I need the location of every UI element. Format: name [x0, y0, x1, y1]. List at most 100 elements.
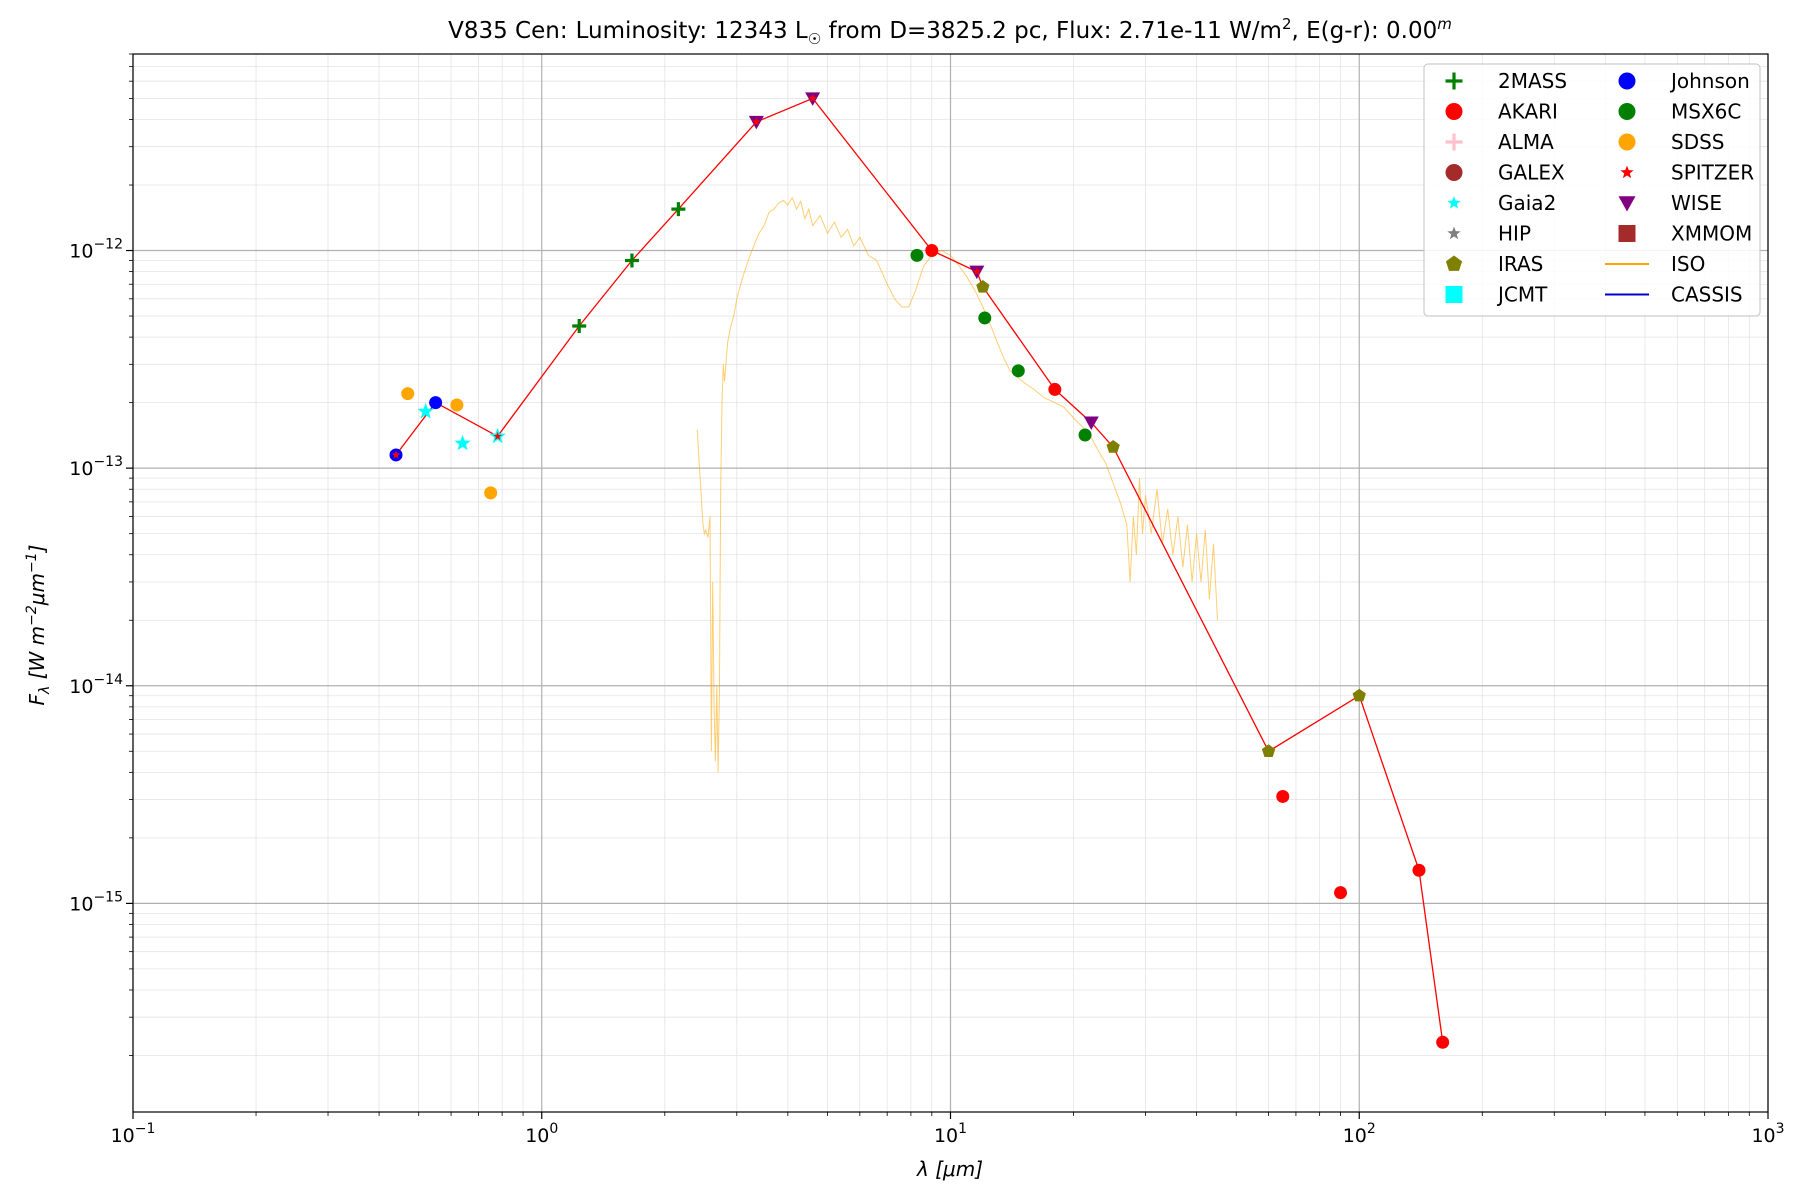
legend-entry-alma: ALMA: [1445, 130, 1554, 154]
marker-iras: [976, 279, 990, 293]
x-tick-exponent: 3: [1776, 1121, 1785, 1137]
marker-akari: [1436, 1035, 1450, 1049]
y-tick-base: 10: [69, 241, 93, 263]
legend-marker-swatch: [1445, 72, 1463, 90]
x-tick-exponent: −1: [135, 1121, 156, 1137]
x-tick-base: 10: [1751, 1125, 1775, 1147]
legend-label: 2MASS: [1498, 69, 1567, 93]
x-axis-lambda: λ: [916, 1157, 935, 1181]
legend-box: [1423, 63, 1761, 317]
y-axis-exp-1: −2: [24, 605, 40, 626]
y-axis-unit-1: [W m: [25, 626, 49, 686]
y-tick-label: 10−13: [69, 454, 123, 480]
legend-label: ISO: [1671, 252, 1705, 276]
marker-spitzer: [391, 450, 401, 459]
marker-wise: [1083, 416, 1099, 431]
x-tick-base: 10: [525, 1125, 549, 1147]
x-tick-label: 100: [525, 1121, 558, 1147]
x-tick-exponent: 1: [958, 1121, 967, 1137]
legend-marker-swatch: [1618, 72, 1636, 90]
data-markers: [389, 92, 1450, 1049]
legend-label: MSX6C: [1671, 100, 1741, 124]
legend-entry-cassis: CASSIS: [1605, 283, 1743, 307]
legend-label: IRAS: [1498, 252, 1543, 276]
minor-gridlines: [133, 53, 1768, 1112]
y-axis-exp-2: −1: [24, 552, 40, 573]
sed-connecting-line: [395, 97, 1444, 1043]
legend-label: JCMT: [1496, 283, 1548, 307]
title-star: V835 Cen:: [448, 18, 567, 44]
legend-entry-msx6c: MSX6C: [1618, 100, 1741, 124]
legend-entry-2mass: 2MASS: [1445, 69, 1567, 93]
marker-2mass: [572, 318, 587, 333]
legend-marker-swatch: [1445, 255, 1463, 271]
marker-akari: [925, 244, 939, 258]
legend-marker-swatch: [1445, 133, 1463, 151]
marker-gaia2: [417, 403, 434, 419]
plot-area: [389, 92, 1450, 1049]
x-tick-label: 103: [1751, 1121, 1784, 1147]
marker-sdss: [450, 398, 464, 412]
legend-entry-xmmom: XMMOM: [1618, 222, 1752, 246]
marker-2mass: [624, 253, 639, 268]
marker-spitzer: [752, 117, 761, 126]
y-tick-base: 10: [69, 676, 93, 698]
legend-entry-gaia2: Gaia2: [1447, 191, 1556, 215]
legend-label: WISE: [1671, 191, 1722, 215]
legend-entry-wise: WISE: [1618, 191, 1722, 215]
x-tick-label: 10−1: [111, 1121, 156, 1147]
title-sun-symbol: ☉: [808, 30, 821, 48]
x-tick-label: 102: [1343, 1121, 1376, 1147]
chart-title: V835 Cen: Luminosity: 12343 L☉ from D=382…: [448, 15, 1452, 48]
x-tick-exponent: 2: [1367, 1121, 1376, 1137]
legend-entry-hip: HIP: [1447, 222, 1531, 246]
marker-akari: [1048, 382, 1062, 396]
iso-spectrum-line: [696, 196, 1218, 773]
plot-frame: [132, 53, 1769, 1113]
legend: 2MASS AKARI ALMA GALEX Gaia2 HIP IRAS JCMT Johns…: [1423, 63, 1761, 317]
axis-ticks: [126, 53, 1769, 1119]
legend-label: Johnson: [1669, 69, 1750, 93]
y-tick-base: 10: [69, 458, 93, 480]
legend-entry-galex: GALEX: [1445, 161, 1565, 185]
x-tick-base: 10: [111, 1125, 135, 1147]
legend-marker-swatch: [1620, 165, 1634, 179]
marker-msx6c: [1078, 428, 1092, 442]
legend-entry-iso: ISO: [1605, 252, 1705, 276]
legend-marker-swatch: [1447, 226, 1461, 240]
marker-akari: [1412, 863, 1426, 877]
legend-label: XMMOM: [1671, 222, 1752, 246]
y-axis-unit-2: μm: [25, 573, 49, 606]
legend-marker-swatch: [1447, 196, 1461, 209]
legend-label: AKARI: [1498, 100, 1558, 124]
legend-label: SPITZER: [1671, 161, 1754, 185]
marker-gaia2: [454, 434, 471, 451]
legend-marker-swatch: [1618, 103, 1636, 120]
legend-entry-iras: IRAS: [1445, 252, 1543, 276]
marker-johnson: [429, 396, 443, 410]
legend-entry-johnson: Johnson: [1618, 69, 1750, 93]
y-tick-base: 10: [69, 893, 93, 915]
legend-entry-spitzer: SPITZER: [1620, 161, 1754, 185]
y-tick-label: 10−14: [69, 672, 123, 698]
legend-marker-swatch: [1618, 196, 1636, 212]
y-axis-lambda-sub: λ: [37, 686, 53, 695]
title-flux-exponent: 2: [1282, 15, 1292, 33]
marker-msx6c: [910, 248, 924, 262]
y-tick-label: 10−12: [69, 237, 123, 263]
marker-akari: [1276, 789, 1290, 803]
y-tick-exponent: −14: [93, 672, 123, 688]
x-tick-label: 101: [934, 1121, 967, 1147]
marker-sdss: [401, 387, 415, 401]
x-tick-exponent: 0: [549, 1121, 558, 1137]
legend-entry-jcmt: JCMT: [1445, 283, 1548, 307]
title-extinction-unit: m: [1437, 15, 1452, 33]
marker-spitzer: [808, 93, 817, 103]
legend-label: ALMA: [1498, 130, 1554, 154]
marker-msx6c: [978, 311, 992, 325]
marker-spitzer: [493, 431, 502, 440]
legend-label: Gaia2: [1498, 191, 1556, 215]
y-axis-f: F: [25, 693, 49, 705]
